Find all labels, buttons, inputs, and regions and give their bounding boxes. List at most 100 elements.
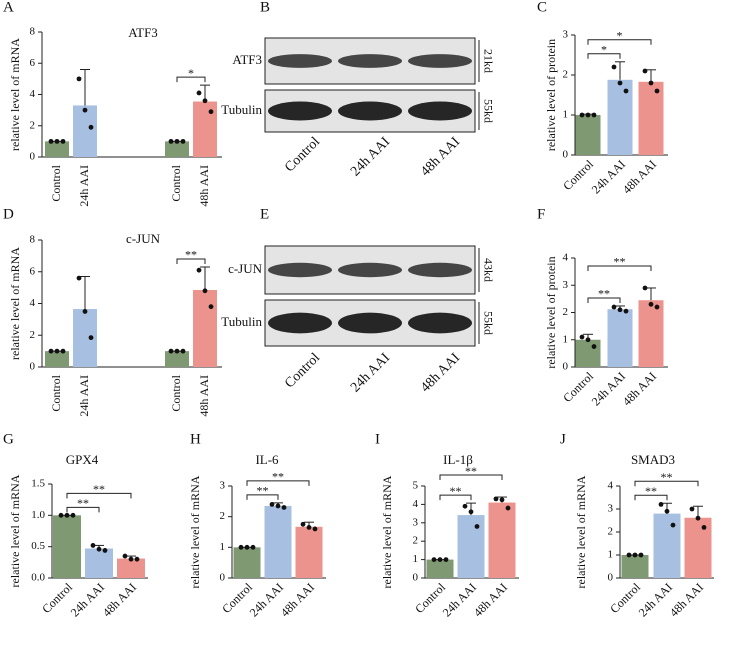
data-point	[591, 112, 597, 118]
panel-label: F	[537, 206, 545, 222]
panel-label: H	[190, 431, 201, 447]
y-tick-label: 2	[30, 119, 36, 131]
data-point	[269, 502, 275, 507]
data-point	[648, 301, 654, 307]
data-point	[462, 503, 468, 509]
blot-band	[338, 101, 402, 121]
x-tick-label: 24h AAI	[247, 580, 286, 619]
chart-title: ATF3	[128, 25, 158, 40]
blot-band	[268, 312, 332, 334]
y-tick-label: 2	[220, 510, 226, 522]
data-point	[102, 548, 108, 553]
data-point	[275, 503, 281, 509]
data-point	[648, 80, 654, 86]
data-point	[208, 304, 214, 310]
data-point	[174, 138, 180, 144]
y-tick-label: 1.0	[31, 509, 45, 521]
bar	[607, 79, 633, 155]
y-tick-label: 0	[220, 572, 226, 584]
y-tick-label: 1	[563, 109, 569, 121]
significance-bracket	[439, 494, 472, 501]
y-tick-label: 8	[30, 26, 36, 38]
size-label: 21kd	[481, 49, 495, 73]
significance-bracket	[176, 258, 206, 264]
data-point	[505, 505, 511, 511]
bar	[73, 309, 97, 367]
data-point	[281, 505, 287, 510]
data-point	[611, 304, 617, 310]
y-tick-label: 3	[413, 516, 419, 528]
data-point	[208, 109, 214, 115]
bar	[638, 81, 664, 155]
lane-label: 24h AAI	[348, 134, 393, 179]
data-point	[468, 509, 474, 515]
y-tick-label: 2	[30, 329, 36, 341]
bar	[575, 115, 601, 155]
y-tick-label: 2	[608, 526, 614, 538]
bar	[193, 101, 217, 157]
bar	[426, 559, 454, 578]
y-axis-label: relative level of mRNA	[8, 247, 22, 360]
significance-label: **	[614, 255, 626, 269]
y-tick-label: 2	[563, 69, 569, 81]
data-point	[48, 348, 54, 354]
significance-label: *	[617, 29, 623, 43]
bar	[193, 290, 217, 367]
x-tick-label: 48h AAI	[197, 375, 211, 417]
data-point	[88, 335, 94, 341]
data-point	[437, 557, 443, 562]
significance-bracket	[587, 53, 621, 59]
blot-band	[268, 262, 332, 278]
x-tick-label: 48h AAI	[471, 580, 510, 619]
size-label: 55kd	[481, 99, 495, 123]
data-point	[474, 524, 480, 529]
bar	[45, 141, 69, 157]
chart-title: c-JUN	[126, 231, 161, 246]
blot-band	[338, 262, 402, 278]
significance-bracket	[587, 297, 621, 303]
y-tick-label: 2	[413, 535, 419, 547]
data-point	[196, 90, 202, 96]
data-point	[632, 552, 638, 558]
y-tick-label: 3	[608, 503, 614, 515]
band-label: Tubulin	[221, 102, 262, 117]
significance-bracket	[246, 494, 279, 500]
data-point	[134, 556, 140, 562]
x-tick-label: 48h AAI	[197, 165, 211, 207]
y-tick-label: 6	[30, 265, 36, 277]
data-point	[611, 64, 617, 70]
lane-label: Control	[282, 350, 323, 391]
y-axis-label: relative level of mRNA	[188, 475, 202, 588]
size-label: 55kd	[481, 311, 495, 335]
y-axis-label: relative level of mRNA	[8, 474, 22, 587]
data-point	[238, 544, 244, 550]
significance-label: **	[77, 496, 89, 510]
data-point	[579, 334, 585, 340]
data-point	[174, 348, 180, 354]
bar	[85, 548, 113, 578]
x-tick-label: Control	[49, 164, 63, 201]
lane-label: 24h AAI	[348, 350, 393, 395]
significance-bracket	[634, 494, 668, 501]
data-point	[642, 68, 648, 74]
y-axis-label: relative level of mRNA	[8, 38, 22, 151]
bar	[457, 515, 485, 578]
data-point	[642, 285, 648, 291]
y-axis-label: relative level of protein	[544, 256, 558, 368]
x-tick-label: 48h AAI	[667, 580, 706, 619]
chart-title: GPX4	[66, 452, 99, 467]
bar	[621, 555, 649, 578]
data-point	[617, 307, 623, 313]
lane-label: 48h AAI	[418, 134, 463, 179]
y-axis-label: relative level of mRNA	[380, 475, 394, 588]
blot-band	[338, 312, 402, 334]
y-axis-label: relative level of mRNA	[574, 475, 588, 588]
chart-title: SMAD3	[631, 452, 675, 467]
y-tick-label: 4	[563, 252, 569, 264]
data-point	[76, 275, 82, 281]
data-point	[623, 308, 629, 314]
blot-band	[408, 312, 472, 334]
data-point	[300, 521, 306, 527]
y-tick-label: 0	[30, 361, 36, 373]
panel-label: J	[560, 431, 566, 447]
